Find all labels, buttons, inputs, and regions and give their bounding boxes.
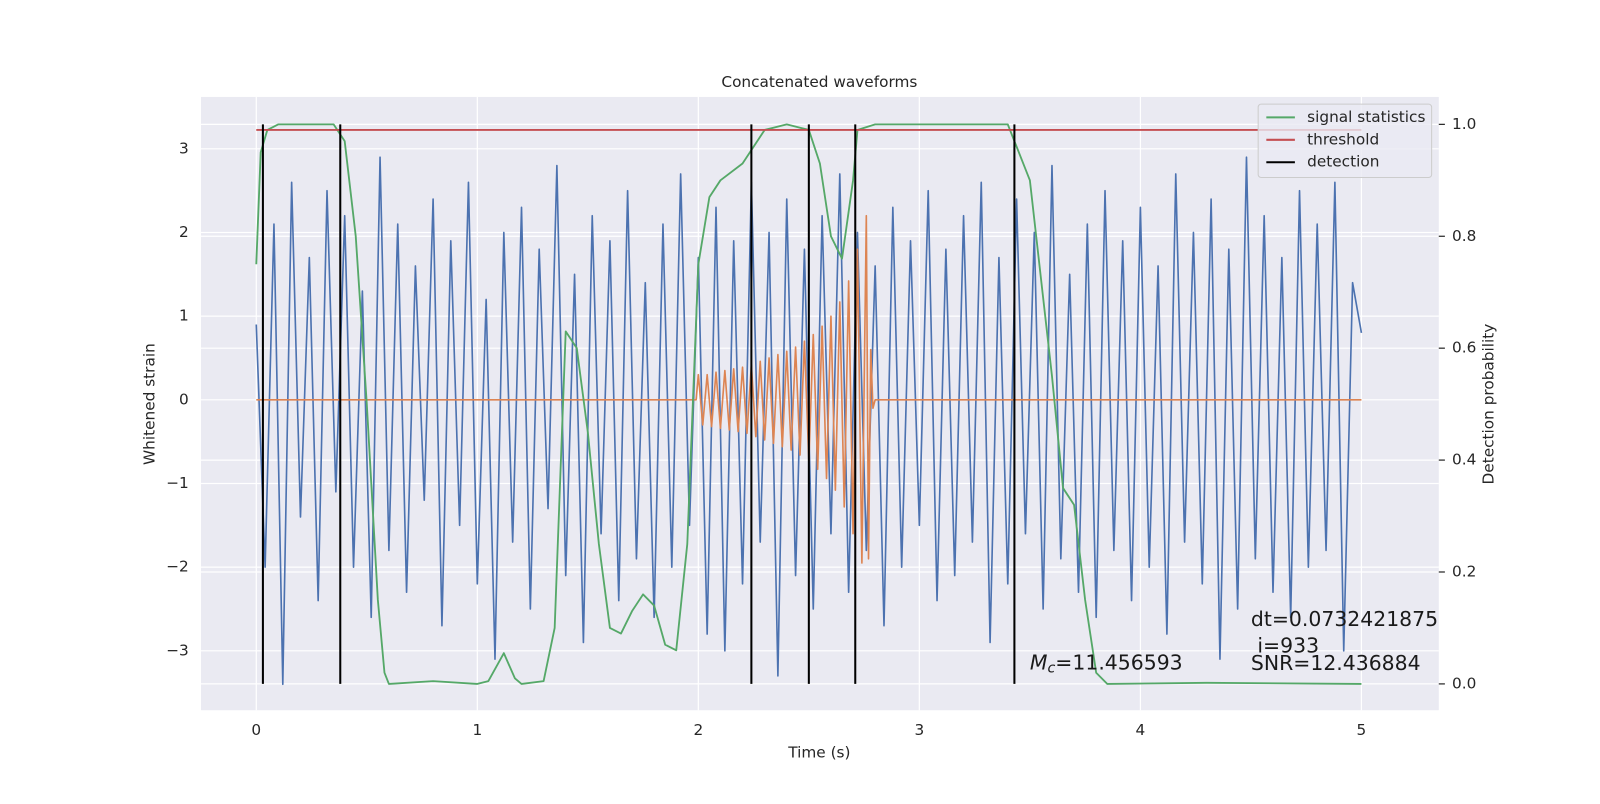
annotation: i=933 — [1251, 634, 1319, 658]
x-tick-label: 0 — [251, 721, 261, 739]
x-tick-label: 3 — [914, 721, 924, 739]
y-tick-label: 3 — [179, 139, 189, 157]
series-line — [255, 123, 1362, 685]
y2-axis-label: Detection probability — [1479, 324, 1497, 485]
y2-tick-label: 0.6 — [1452, 339, 1476, 357]
y2-tick-label: 0.2 — [1452, 562, 1476, 580]
y-tick-label: −3 — [166, 641, 189, 659]
annotation-symbol: M — [1030, 650, 1048, 674]
y2-tick-label: 1.0 — [1452, 115, 1476, 133]
x-tick-label: 2 — [693, 721, 703, 739]
legend-label: threshold — [1307, 130, 1379, 148]
x-tick-label: 1 — [472, 721, 482, 739]
legend-box — [1257, 103, 1433, 179]
y-tick-label: 1 — [179, 307, 189, 325]
y-axis-label: Whitened strain — [141, 343, 159, 465]
legend: signal statistics threshold detection — [1257, 103, 1433, 179]
x-tick-label: 4 — [1136, 721, 1146, 739]
y-tick-label: 2 — [179, 223, 189, 241]
legend-label: detection — [1307, 153, 1379, 171]
x-tick-label: 5 — [1357, 721, 1367, 739]
chart-title: Concatenated waveforms — [721, 73, 917, 91]
annotation-text: =11.456593 — [1055, 650, 1182, 674]
marks — [255, 123, 1363, 686]
legend-label: signal statistics — [1307, 108, 1425, 126]
y2-tick-label: 0.4 — [1452, 451, 1476, 469]
y-tick-label: −2 — [166, 558, 189, 576]
y2-tick-label: 0.8 — [1452, 227, 1476, 245]
x-axis-label: Time (s) — [787, 744, 850, 762]
annotation: Mc=11.456593 — [1030, 650, 1183, 676]
y2-tick-label: 0.0 — [1452, 674, 1476, 692]
annotation-subscript: c — [1047, 660, 1055, 676]
y-tick-label: 0 — [179, 390, 189, 408]
annotation: dt=0.0732421875 — [1251, 607, 1438, 631]
annotation: SNR=12.436884 — [1251, 651, 1421, 675]
y-tick-label: −1 — [166, 474, 189, 492]
